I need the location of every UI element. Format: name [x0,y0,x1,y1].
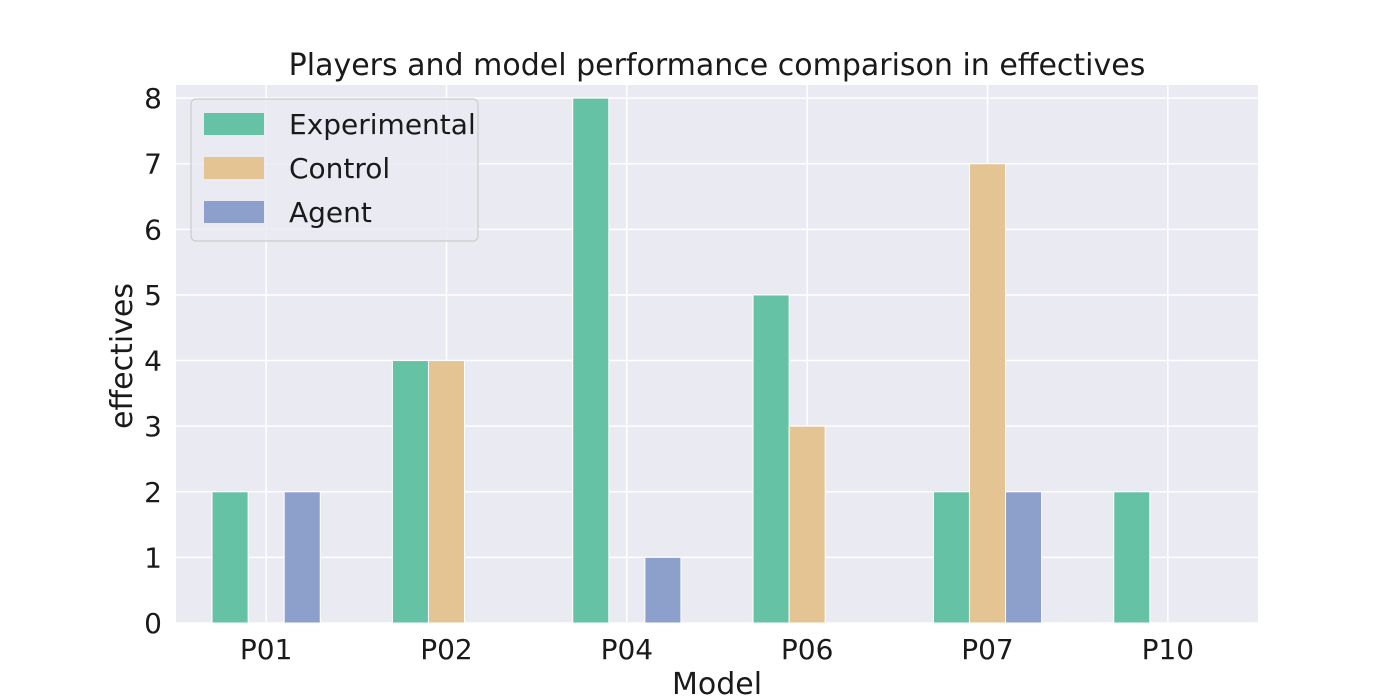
x-tick-labels: P01 P02 P04 P06 P07 P10 [240,633,1194,666]
legend-label-control: Control [289,152,390,185]
legend-label-experimental: Experimental [289,108,476,141]
legend-swatch-control [204,157,264,179]
chart-title: Players and model performance comparison… [289,48,1146,83]
legend-label-agent: Agent [289,196,372,229]
x-tick-label: P04 [601,633,654,666]
bar-experimental-p06 [752,294,790,624]
x-tick-label: P02 [420,633,473,666]
x-tick-label: P01 [240,633,293,666]
bar-agent-p01 [283,491,321,624]
bar-control-p02 [427,360,466,624]
y-tick-label: 6 [144,213,162,246]
y-tick-label: 1 [144,541,162,574]
y-axis-label: effectives [105,283,140,429]
legend: Experimental Control Agent [190,98,479,242]
y-tick-label: 7 [144,148,162,181]
x-tick-label: P10 [1142,633,1195,666]
bar-experimental-p02 [391,360,429,624]
bar-control-p07 [968,163,1007,624]
y-tick-label: 8 [144,82,162,115]
y-tick-labels: 0 1 2 3 4 5 6 7 8 [144,82,162,640]
bar-agent-p04 [644,556,682,624]
bar-experimental-p04 [572,97,610,624]
x-tick-label: P06 [781,633,834,666]
legend-swatch-agent [204,201,264,223]
bars [211,97,1151,624]
bar-experimental-p10 [1113,491,1151,624]
bar-control-p06 [788,425,826,624]
bar-agent-p07 [1005,491,1043,624]
y-tick-label: 2 [144,476,162,509]
y-tick-label: 5 [144,279,162,312]
x-axis-label: Model [672,667,762,700]
legend-swatch-experimental [204,113,264,135]
y-tick-label: 3 [144,410,162,443]
x-tick-label: P07 [961,633,1014,666]
bar-experimental-p07 [932,491,970,624]
y-tick-label: 0 [144,607,162,640]
bar-experimental-p01 [211,491,249,624]
y-tick-label: 4 [144,345,162,378]
